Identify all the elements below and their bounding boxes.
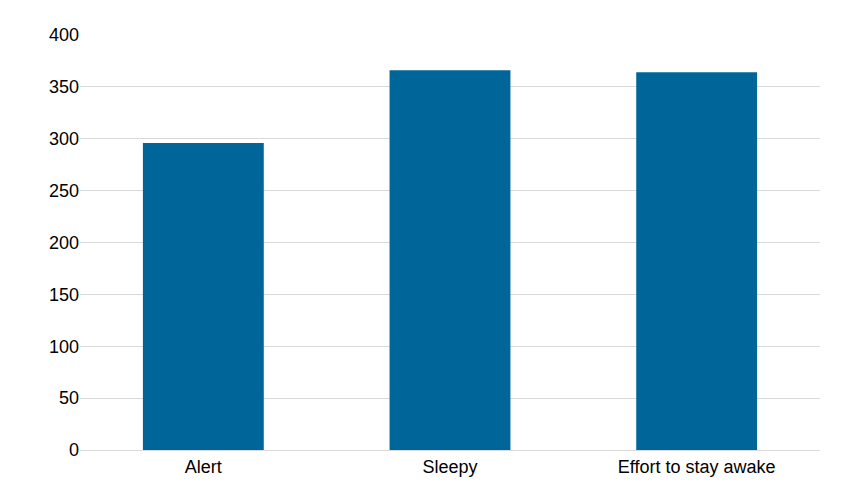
svg-text:Alert: Alert (185, 457, 222, 477)
svg-text:400: 400 (49, 25, 79, 45)
svg-text:300: 300 (49, 129, 79, 149)
svg-text:Effort to stay awake: Effort to stay awake (618, 457, 776, 477)
svg-text:150: 150 (49, 285, 79, 305)
svg-text:350: 350 (49, 77, 79, 97)
svg-text:0: 0 (69, 440, 79, 460)
svg-text:250: 250 (49, 181, 79, 201)
svg-text:50: 50 (59, 388, 79, 408)
svg-text:Sleepy: Sleepy (422, 457, 477, 477)
svg-text:100: 100 (49, 337, 79, 357)
svg-text:200: 200 (49, 233, 79, 253)
